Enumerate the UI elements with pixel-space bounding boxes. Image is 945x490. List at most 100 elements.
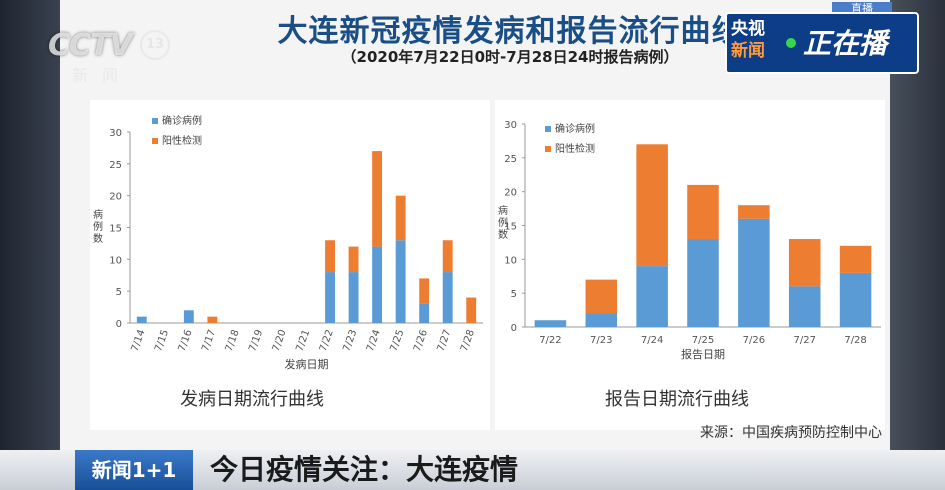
- x-tick-label: 7/26: [412, 328, 430, 353]
- bar-confirmed: [348, 272, 359, 323]
- y-tick-label: 20: [109, 192, 122, 203]
- bar-positive: [636, 144, 668, 267]
- x-tick-label: 7/16: [177, 328, 195, 353]
- bar-confirmed: [636, 266, 668, 327]
- page-title: 大连新冠疫情发病和报告流行曲线: [277, 14, 743, 49]
- report-chart-caption: 报告日期流行曲线: [605, 389, 749, 410]
- bar-confirmed: [395, 240, 406, 323]
- bar-confirmed: [325, 272, 335, 323]
- y-axis-label-char: 数: [498, 228, 508, 241]
- y-tick-label: 15: [109, 224, 122, 235]
- y-tick-label: 30: [109, 128, 122, 139]
- y-axis-label-char: 例: [93, 220, 103, 233]
- y-tick-label: 10: [109, 255, 122, 266]
- background-left: [0, 0, 60, 490]
- y-axis-label-char: 数: [93, 232, 103, 245]
- live-brand-line2: 新闻: [731, 41, 765, 61]
- onset-chart-caption: 发病日期流行曲线: [180, 389, 324, 410]
- bar-positive: [325, 240, 335, 273]
- y-tick-label: 15: [504, 222, 517, 233]
- x-tick-label: 7/28: [459, 328, 477, 353]
- bar-confirmed: [839, 272, 872, 327]
- report-chart-panel: 0 5 10 15 20 25 30 病例数 7/22 7/23 7/24 7/25 7/26 7/27 7…: [495, 100, 885, 430]
- live-badge-brand: 央视 新闻: [731, 18, 765, 62]
- bar-positive: [466, 297, 477, 323]
- y-tick-label: 5: [511, 289, 517, 300]
- onset-chart-panel: 0 5 10 15 20 25 30 病例数 7/14 7/15 7/16 7/17 7/18 7/19 7…: [90, 100, 490, 430]
- x-tick-label: 7/21: [294, 328, 312, 353]
- bar-positive: [419, 278, 430, 304]
- bar-positive: [839, 245, 872, 273]
- y-axis-label-char: 例: [498, 216, 508, 229]
- ticker-headline: 今日疫情关注：大连疫情: [210, 453, 519, 486]
- x-tick-label: 7/19: [247, 328, 265, 353]
- cctv-logo: CCTV: [48, 28, 133, 63]
- legend-swatch: [545, 126, 551, 132]
- x-tick-label: 7/22: [539, 335, 561, 346]
- bar-confirmed: [687, 239, 719, 327]
- bar-confirmed: [419, 303, 430, 323]
- program-badge: 新闻1+1: [75, 450, 193, 490]
- y-tick-label: 20: [504, 188, 517, 199]
- bar-positive: [348, 246, 359, 273]
- source-note: 来源：中国疾病预防控制中心: [700, 425, 882, 441]
- legend-label: 确诊病例: [162, 114, 202, 127]
- bar-positive: [788, 239, 821, 287]
- x-tick-label: 7/18: [224, 328, 242, 353]
- y-tick-label: 25: [504, 154, 517, 165]
- onset-date-chart: 0 5 10 15 20 25 30 病例数 7/14 7/15 7/16 7/17 7/18 7/19 7…: [93, 114, 483, 370]
- x-tick-label: 7/17: [200, 328, 218, 353]
- channel-number-badge: 13: [140, 30, 170, 60]
- y-tick-label: 5: [116, 287, 122, 298]
- y-tick-label: 0: [116, 319, 122, 330]
- live-dot-icon: [786, 38, 796, 48]
- x-axis-label: 报告日期: [681, 347, 725, 361]
- legend-swatch: [152, 118, 158, 124]
- bar-confirmed: [136, 316, 147, 323]
- x-tick-label: 7/23: [341, 328, 359, 353]
- bar-confirmed: [738, 218, 770, 327]
- x-tick-label: 7/28: [844, 335, 866, 346]
- bar-confirmed: [534, 320, 567, 327]
- legend-swatch: [545, 146, 551, 152]
- bar-confirmed: [788, 286, 821, 327]
- x-tick-label: 7/27: [435, 328, 453, 353]
- live-brand-line1: 央视: [731, 19, 765, 39]
- y-axis-label-char: 病: [93, 208, 103, 221]
- y-tick-label: 30: [504, 120, 517, 131]
- live-status-text: 正在播: [803, 27, 888, 60]
- x-tick-label: 7/20: [271, 328, 289, 353]
- y-axis-label-char: 病: [498, 204, 508, 217]
- report-date-chart: 0 5 10 15 20 25 30 病例数 7/22 7/23 7/24 7/25 7/26 7/27 7…: [498, 120, 881, 361]
- bar-positive: [738, 205, 770, 219]
- x-tick-label: 7/26: [743, 335, 765, 346]
- x-tick-label: 7/24: [641, 335, 663, 346]
- bar-positive: [585, 279, 618, 314]
- x-tick-label: 7/14: [130, 328, 148, 353]
- page-subtitle: （2020年7月22日0时-7月28日24时报告病例）: [341, 48, 679, 66]
- bar-confirmed: [372, 246, 383, 323]
- y-tick-label: 10: [504, 255, 517, 266]
- legend-label: 阳性检测: [555, 142, 595, 155]
- x-axis-label: 发病日期: [285, 357, 329, 370]
- slide: 大连新冠疫情发病和报告流行曲线 （2020年7月22日0时-7月28日24时报告…: [60, 0, 890, 450]
- x-tick-label: 7/24: [365, 328, 383, 353]
- bar-positive: [207, 316, 218, 323]
- bar-confirmed: [585, 313, 618, 327]
- bar-confirmed: [183, 310, 194, 323]
- legend-label: 阳性检测: [162, 134, 202, 147]
- x-tick-label: 7/25: [388, 328, 406, 353]
- live-badge: 央视 新闻 正在播: [725, 12, 919, 74]
- legend-swatch: [152, 138, 158, 144]
- channel-sub-label: 新闻: [72, 66, 133, 85]
- x-tick-label: 7/25: [692, 335, 714, 346]
- legend-label: 确诊病例: [555, 122, 595, 135]
- bar-positive: [395, 195, 406, 241]
- bar-positive: [687, 184, 719, 240]
- bar-confirmed: [442, 272, 453, 323]
- x-tick-label: 7/22: [318, 328, 336, 353]
- y-tick-label: 0: [511, 323, 517, 334]
- x-tick-label: 7/27: [793, 335, 815, 346]
- bar-positive: [372, 151, 383, 247]
- bar-positive: [442, 240, 453, 273]
